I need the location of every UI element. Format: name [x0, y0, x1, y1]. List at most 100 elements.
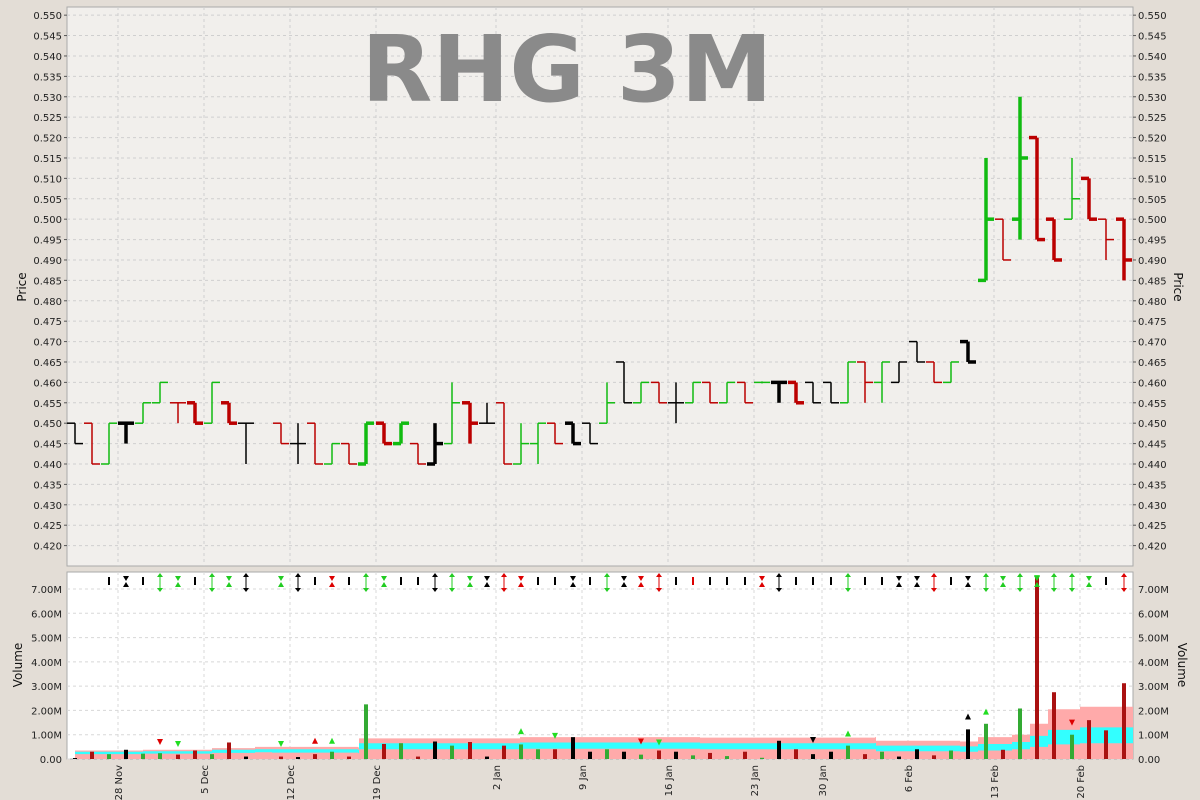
volume-marker: [518, 728, 524, 735]
signal-hourglass: [638, 576, 644, 587]
ohlc-bar: [187, 401, 203, 425]
volume-bar: [949, 750, 953, 759]
ohlc-bar: [1081, 176, 1097, 221]
ohlc-bar: [547, 422, 563, 445]
volume-bar: [691, 755, 695, 759]
volume-tick-right: 2.00M: [1138, 706, 1169, 717]
volume-tick-right: 6.00M: [1138, 609, 1169, 620]
price-tick-right: 0.440: [1138, 460, 1167, 471]
signal-bar: [709, 577, 711, 585]
volume-bar: [966, 729, 970, 759]
volume-bar: [364, 704, 368, 759]
signal-bar: [589, 577, 591, 585]
signal-bar: [830, 577, 832, 585]
volume-bar: [674, 751, 678, 759]
price-tick-left: 0.540: [33, 52, 62, 63]
volume-bar: [1070, 734, 1074, 759]
volume-marker: [278, 740, 284, 747]
ohlc-bar: [582, 422, 598, 445]
date-tick-label: 9 Jan: [578, 765, 589, 790]
ohlc-bar: [101, 422, 117, 465]
price-tick-left: 0.490: [33, 256, 62, 267]
volume-tick-left: 0.00: [40, 755, 62, 766]
volume-bar: [1052, 692, 1056, 759]
volume-tick-left: 2.00M: [31, 706, 62, 717]
price-tick-right: 0.520: [1138, 134, 1167, 145]
volume-tick-left: 5.00M: [31, 634, 62, 645]
volume-marker: [157, 739, 163, 745]
volume-bar: [1018, 708, 1022, 759]
ohlc-bar: [1116, 217, 1132, 281]
signal-hourglass: [278, 576, 284, 587]
volume-bar: [279, 756, 283, 759]
signal-bar: [314, 577, 316, 585]
volume-tick-right: 4.00M: [1138, 658, 1169, 669]
price-panel: [66, 6, 1134, 567]
volume-tick-left: 3.00M: [31, 682, 62, 693]
volume-marker: [329, 737, 335, 744]
price-tick-left: 0.470: [33, 338, 62, 349]
price-tick-right: 0.470: [1138, 338, 1167, 349]
volume-bar: [330, 751, 334, 759]
price-tick-left: 0.510: [33, 174, 62, 185]
volume-bar: [725, 756, 729, 759]
volume-marker: [965, 713, 971, 720]
volume-bar: [244, 756, 248, 759]
volume-tick-left: 6.00M: [31, 609, 62, 620]
ohlc-bar: [221, 401, 237, 425]
date-tick-label: 19 Dec: [372, 765, 383, 800]
volume-tick-left: 1.00M: [31, 731, 62, 742]
volume-bar: [794, 749, 798, 759]
price-grid: [67, 7, 1133, 566]
price-tick-right: 0.505: [1138, 195, 1167, 206]
ohlc-bar: [410, 442, 426, 465]
signal-hourglass: [1000, 576, 1006, 587]
ohlc-bar: [651, 381, 667, 404]
price-tick-right: 0.495: [1138, 236, 1167, 247]
date-tick-label: 6 Feb: [904, 765, 915, 792]
price-tick-right: 0.500: [1138, 215, 1167, 226]
volume-bar: [399, 743, 403, 759]
price-tick-left: 0.445: [33, 440, 62, 451]
price-tick-left: 0.535: [33, 72, 62, 83]
price-tick-left: 0.500: [33, 215, 62, 226]
price-tick-right: 0.540: [1138, 52, 1167, 63]
volume-bar: [588, 751, 592, 759]
signal-bar: [417, 577, 419, 585]
date-tick-label: 12 Dec: [286, 765, 297, 800]
volume-bar: [863, 754, 867, 759]
volume-marker: [175, 740, 181, 747]
signal-bar: [692, 577, 694, 585]
price-tick-left: 0.505: [33, 195, 62, 206]
signal-hourglass: [467, 576, 473, 587]
signal-bar: [881, 577, 883, 585]
ohlc-bar: [513, 423, 529, 465]
volume-bar: [210, 754, 214, 759]
date-tick-label: 2 Jan: [492, 765, 503, 790]
ohlc-bar: [685, 381, 701, 404]
price-tick-left: 0.430: [33, 501, 62, 512]
price-tick-right: 0.455: [1138, 399, 1167, 410]
price-tick-right: 0.450: [1138, 419, 1167, 430]
price-tick-right: 0.535: [1138, 72, 1167, 83]
price-axis: 0.420 0.420 0.425 0.425 0.430 0.430 0.435 0.435…: [33, 11, 1166, 552]
volume-bar: [777, 740, 781, 759]
ohlc-bar: [754, 381, 770, 384]
volume-bar: [915, 749, 919, 759]
volume-bar: [846, 745, 850, 759]
signal-hourglass: [123, 576, 129, 587]
volume-marker: [656, 739, 662, 746]
ohlc-bar: [616, 361, 632, 404]
ohlc-bar: [324, 442, 340, 465]
volume-tick-left: 7.00M: [31, 585, 62, 596]
signal-bar: [400, 577, 402, 585]
volume-marker: [810, 737, 816, 744]
ohlc-bar: [995, 218, 1011, 261]
volume-bar: [605, 749, 609, 759]
volume-bar: [124, 749, 128, 759]
ohlc-bar: [84, 422, 100, 465]
volume-bar: [829, 751, 833, 759]
volume-tick-right: 5.00M: [1138, 634, 1169, 645]
ohlc-bar: [633, 381, 649, 404]
signal-hourglass: [175, 576, 181, 587]
